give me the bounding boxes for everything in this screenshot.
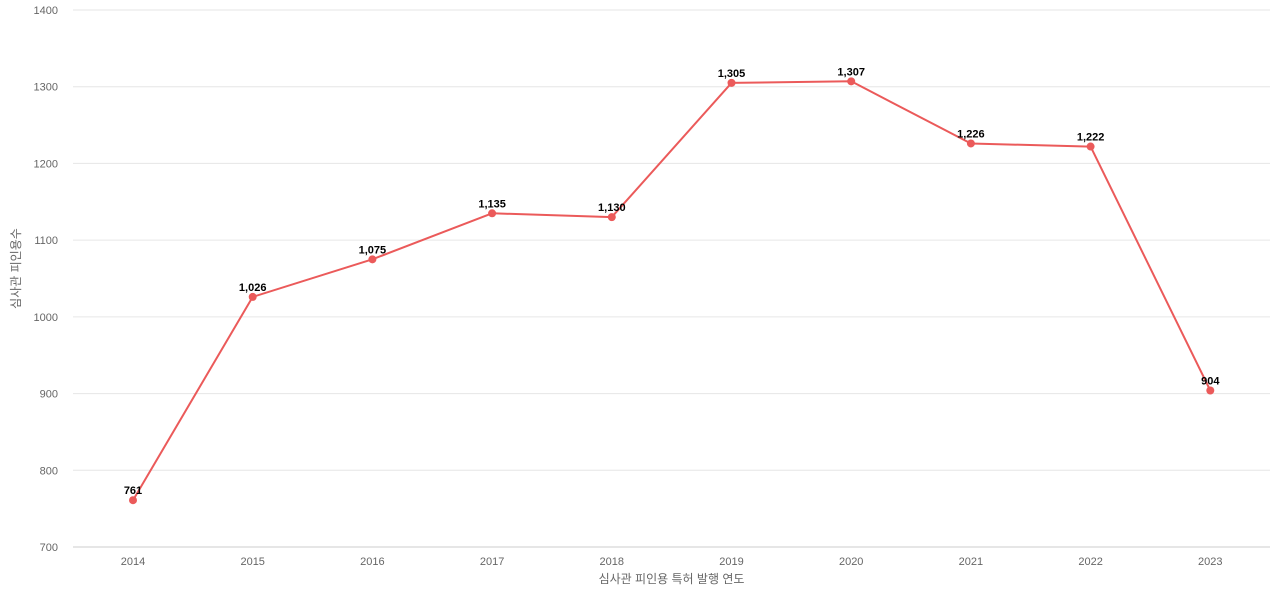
- data-point[interactable]: [368, 255, 377, 264]
- y-tick-label: 1000: [34, 312, 58, 324]
- x-tick-label: 2015: [240, 556, 264, 568]
- data-label: 1,130: [598, 202, 626, 214]
- data-label: 1,305: [718, 68, 746, 80]
- x-tick-label: 2019: [719, 556, 743, 568]
- y-tick-label: 1200: [34, 158, 58, 170]
- x-tick-label: 2022: [1078, 556, 1102, 568]
- x-axis-ticks: 2014 2015 2016 2017 2018 2019 2020 2021 2022 2023: [121, 556, 1223, 568]
- data-label: 1,075: [359, 244, 387, 256]
- data-point[interactable]: [1086, 142, 1095, 151]
- data-label: 1,307: [837, 66, 865, 78]
- data-label: 761: [124, 485, 142, 497]
- data-point[interactable]: [129, 496, 137, 505]
- data-label: 904: [1201, 376, 1220, 388]
- y-axis-title: 심사관 피인용수: [9, 228, 23, 309]
- y-tick-label: 1400: [34, 5, 58, 17]
- x-tick-label: 2014: [121, 556, 145, 568]
- data-point[interactable]: [488, 209, 497, 218]
- x-tick-label: 2021: [959, 556, 983, 568]
- series-points: [129, 77, 1215, 505]
- data-labels: 761 1,026 1,075 1,135 1,130 1,305 1,307 1,226 1,…: [124, 66, 1221, 497]
- series-line: [132, 80, 1212, 501]
- x-tick-label: 2017: [480, 556, 504, 568]
- x-tick-label: 2016: [360, 556, 384, 568]
- gridlines: [73, 9, 1270, 548]
- y-tick-label: 900: [40, 389, 58, 401]
- data-label: 1,026: [239, 282, 267, 294]
- series-line-layer: [132, 80, 1212, 501]
- x-tick-label: 2018: [600, 556, 624, 568]
- data-point[interactable]: [727, 78, 736, 87]
- data-point[interactable]: [607, 213, 616, 222]
- data-label: 1,226: [957, 128, 985, 140]
- y-tick-label: 1100: [34, 235, 58, 247]
- data-point[interactable]: [1206, 386, 1215, 395]
- x-tick-label: 2020: [839, 556, 863, 568]
- data-point[interactable]: [248, 292, 257, 301]
- y-axis-ticks: 700 800 900 1000 1100 1200 1300 1400: [34, 5, 58, 554]
- data-point[interactable]: [966, 139, 975, 148]
- data-point[interactable]: [847, 77, 856, 86]
- x-tick-label: 2023: [1198, 556, 1222, 568]
- y-tick-label: 1300: [34, 82, 58, 94]
- x-axis-title: 심사관 피인용 특허 발행 연도: [599, 571, 745, 586]
- y-tick-label: 800: [40, 465, 58, 477]
- y-tick-label: 700: [40, 542, 58, 554]
- data-label: 1,222: [1077, 132, 1105, 144]
- data-label: 1,135: [478, 198, 506, 210]
